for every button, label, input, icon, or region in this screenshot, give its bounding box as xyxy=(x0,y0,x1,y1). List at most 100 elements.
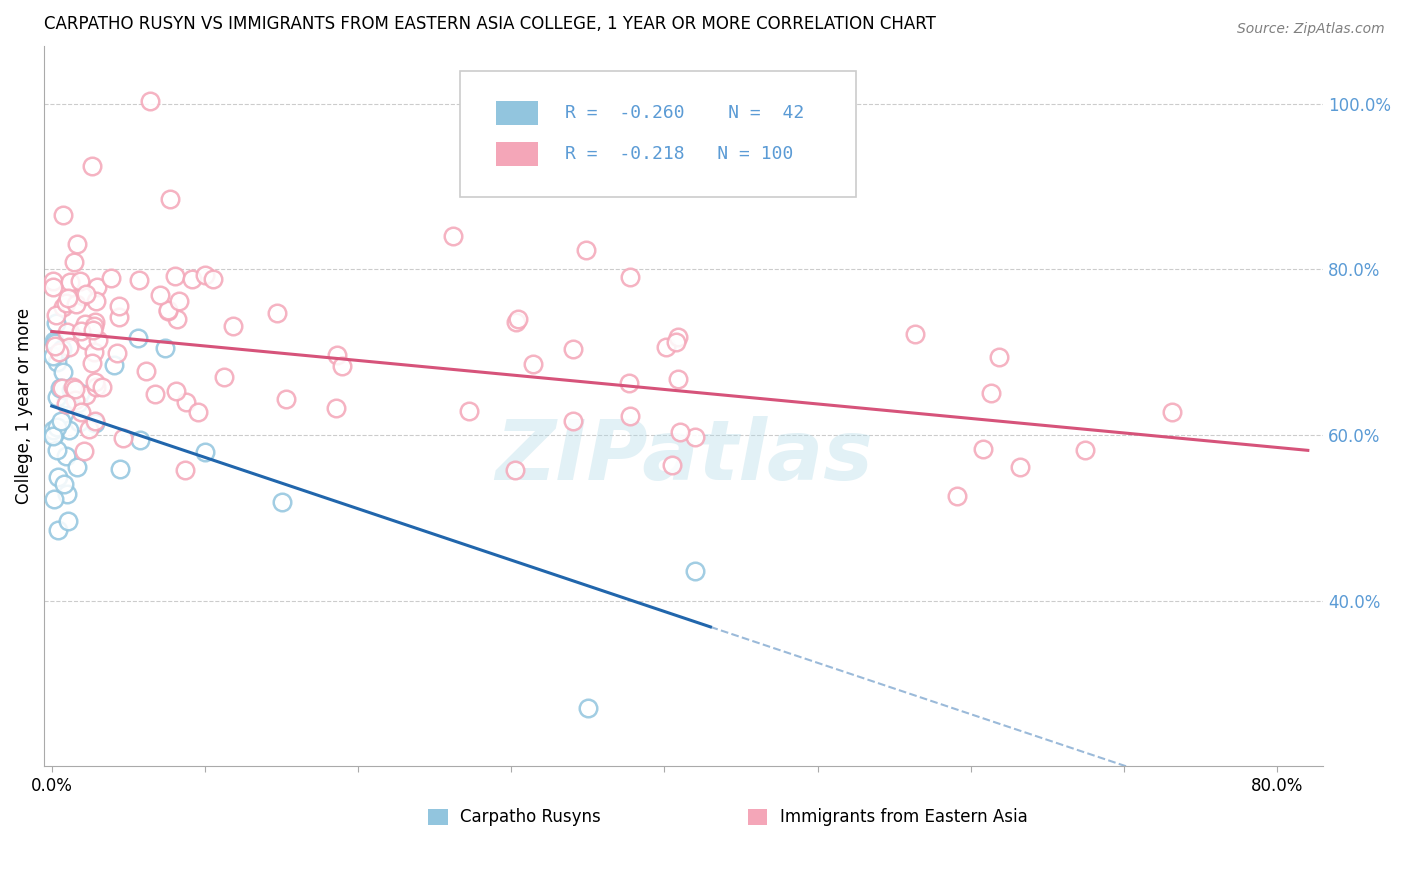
Point xyxy=(46,523,69,537)
Point xyxy=(70,405,93,419)
Point xyxy=(683,430,706,444)
Text: Carpatho Rusyns: Carpatho Rusyns xyxy=(460,808,600,826)
Point xyxy=(42,429,65,443)
Point xyxy=(576,701,599,715)
Point xyxy=(457,404,479,418)
Point xyxy=(988,350,1011,364)
Point xyxy=(270,494,292,508)
Point xyxy=(143,387,166,401)
Point xyxy=(683,564,706,578)
Bar xyxy=(495,142,538,166)
Point xyxy=(100,270,122,285)
Point xyxy=(86,280,108,294)
Point xyxy=(84,376,107,390)
Point xyxy=(619,269,641,284)
Point xyxy=(174,395,197,409)
Point xyxy=(87,334,110,348)
Point xyxy=(75,388,97,402)
Point xyxy=(45,420,67,434)
Point xyxy=(62,380,84,394)
Point xyxy=(52,365,75,379)
Point xyxy=(70,324,93,338)
Point xyxy=(66,236,89,251)
Point xyxy=(73,317,96,331)
Point xyxy=(149,287,172,301)
Point xyxy=(48,344,70,359)
Point xyxy=(1008,460,1031,475)
Point xyxy=(55,449,77,463)
Bar xyxy=(495,101,538,125)
Point xyxy=(41,349,63,363)
Point xyxy=(212,370,235,384)
Point xyxy=(42,491,65,506)
Point xyxy=(58,291,80,305)
Point xyxy=(506,311,529,326)
FancyBboxPatch shape xyxy=(460,70,856,197)
Text: CARPATHO RUSYN VS IMMIGRANTS FROM EASTERN ASIA COLLEGE, 1 YEAR OR MORE CORRELATI: CARPATHO RUSYN VS IMMIGRANTS FROM EASTER… xyxy=(44,15,936,33)
Point xyxy=(51,300,73,314)
Point xyxy=(153,341,176,355)
Point xyxy=(63,382,86,396)
Point xyxy=(67,395,90,409)
Point xyxy=(128,273,150,287)
Point xyxy=(562,343,585,357)
Point xyxy=(159,192,181,206)
Point xyxy=(46,470,69,484)
Point xyxy=(63,254,86,268)
Point xyxy=(72,288,94,302)
Point xyxy=(84,379,107,393)
Point xyxy=(522,357,544,371)
Point xyxy=(51,381,73,395)
Point xyxy=(45,316,67,330)
Point xyxy=(59,383,82,397)
Point xyxy=(55,296,77,310)
Point xyxy=(45,390,67,404)
Point xyxy=(946,489,969,503)
Point xyxy=(42,274,65,288)
Point xyxy=(127,331,149,345)
Point xyxy=(562,414,585,428)
Point xyxy=(103,358,125,372)
Point xyxy=(266,306,288,320)
Point xyxy=(45,442,67,457)
Point xyxy=(82,356,104,370)
Point xyxy=(56,325,79,339)
Point xyxy=(51,342,73,356)
Point xyxy=(180,272,202,286)
Point xyxy=(1073,443,1095,458)
Point xyxy=(135,363,157,377)
Point xyxy=(165,384,187,399)
Point xyxy=(666,330,689,344)
Point xyxy=(330,359,353,373)
Point xyxy=(187,405,209,419)
Point xyxy=(980,385,1002,400)
Point xyxy=(83,315,105,329)
Point xyxy=(166,312,188,326)
Point xyxy=(666,372,689,386)
Point xyxy=(655,340,678,354)
Bar xyxy=(748,809,768,825)
Point xyxy=(326,347,349,361)
Point xyxy=(108,299,131,313)
Point xyxy=(129,434,152,448)
Point xyxy=(1161,405,1184,419)
Point xyxy=(665,335,688,350)
Point xyxy=(505,316,527,330)
Text: R =  -0.260    N =  42: R = -0.260 N = 42 xyxy=(565,103,804,121)
Text: R =  -0.218   N = 100: R = -0.218 N = 100 xyxy=(565,145,793,162)
Point xyxy=(83,416,105,430)
Point xyxy=(972,442,994,457)
Point xyxy=(904,327,927,342)
Point xyxy=(42,428,65,442)
Point xyxy=(69,274,91,288)
Point xyxy=(108,462,131,476)
Point xyxy=(56,487,79,501)
Point xyxy=(67,415,90,429)
Point xyxy=(73,443,96,458)
Point xyxy=(194,268,217,283)
Point xyxy=(53,384,76,398)
Point xyxy=(619,409,641,424)
Bar xyxy=(427,809,447,825)
Point xyxy=(441,229,464,244)
Point xyxy=(111,431,134,445)
